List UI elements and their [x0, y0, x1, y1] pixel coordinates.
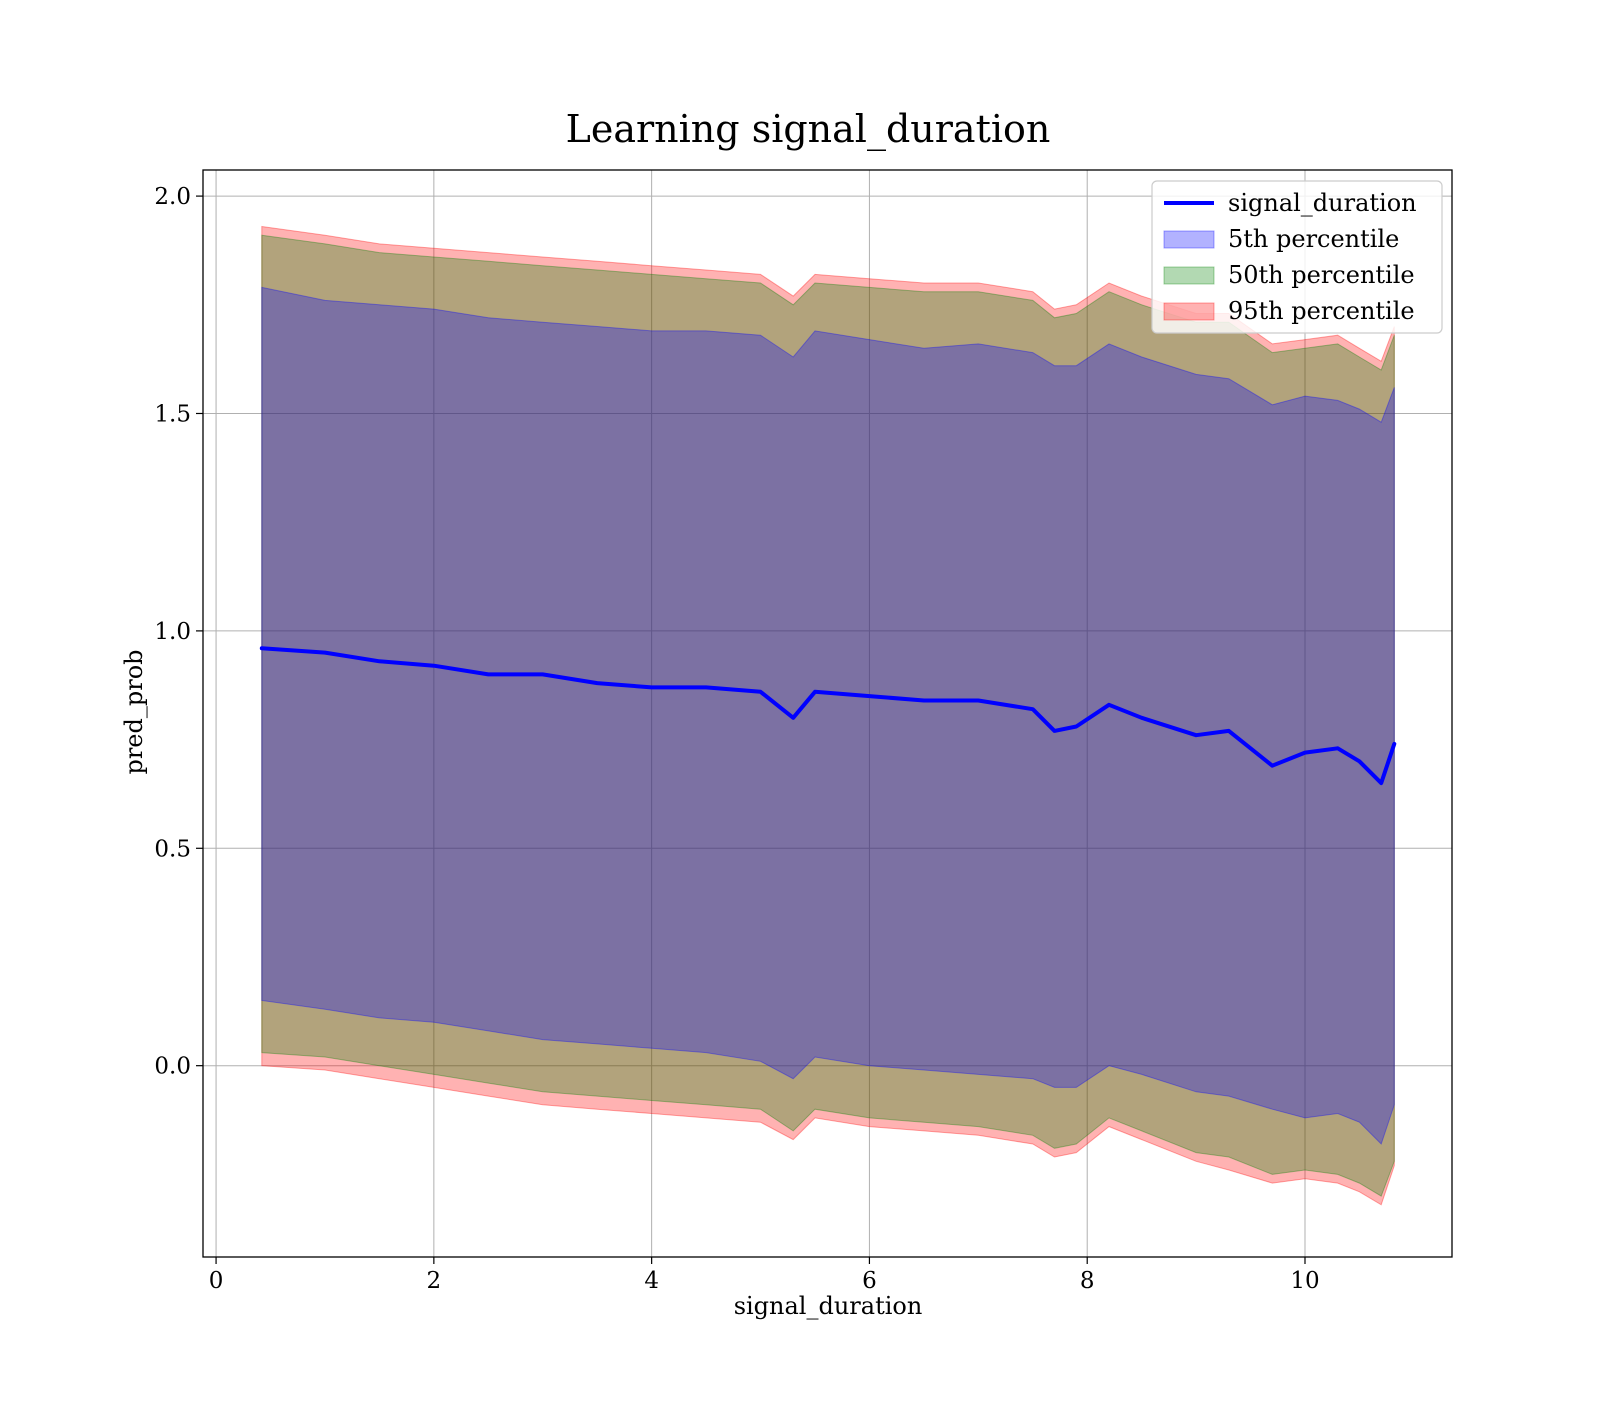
y-axis-label: pred_prob: [120, 649, 148, 774]
x-axis-ticks: 0 2 4 6 8 10: [209, 1257, 1320, 1294]
band-95th-percentile: [261, 225, 1395, 1206]
legend-label-signal-duration: signal_duration: [1228, 189, 1417, 217]
percentile-bands: [261, 225, 1395, 1206]
y-tick-label-1: 0.5: [154, 836, 191, 862]
chart-title: Learning signal_duration: [566, 107, 1051, 152]
band-50th-percentile: [261, 234, 1395, 1197]
x-tick-label-4: 8: [1080, 1268, 1095, 1294]
legend-label-50th-percentile: 50th percentile: [1228, 261, 1415, 289]
legend-swatch-50th-percentile: [1163, 266, 1215, 285]
y-tick-label-2: 1.0: [154, 619, 191, 645]
line-series: [259, 646, 1397, 786]
x-tick-label-5: 10: [1290, 1268, 1319, 1294]
legend: signal_duration 5th percentile 50th percen…: [1151, 180, 1443, 334]
y-tick-label-0: 0.0: [154, 1054, 191, 1080]
y-tick-label-4: 2.0: [154, 184, 191, 210]
plot-frame: [202, 169, 1453, 1258]
band-5th-percentile: [261, 286, 1395, 1145]
x-tick-label-2: 4: [644, 1268, 659, 1294]
y-tick-label-3: 1.5: [154, 401, 191, 427]
y-axis-ticks: 0.0 0.5 1.0 1.5 2.0: [154, 184, 203, 1080]
line-signal-duration: [259, 646, 1397, 786]
x-tick-label-1: 2: [427, 1268, 442, 1294]
x-axis-label: signal_duration: [734, 1292, 923, 1320]
x-tick-label-0: 0: [209, 1268, 224, 1294]
legend-box: [1151, 180, 1443, 334]
legend-label-95th-percentile: 95th percentile: [1228, 297, 1415, 325]
legend-swatch-95th-percentile: [1163, 302, 1215, 321]
x-tick-label-3: 6: [862, 1268, 877, 1294]
plot-area: [203, 170, 1452, 1257]
legend-label-5th-percentile: 5th percentile: [1228, 225, 1399, 253]
legend-swatch-5th-percentile: [1163, 230, 1215, 249]
grid: [203, 170, 1452, 1257]
